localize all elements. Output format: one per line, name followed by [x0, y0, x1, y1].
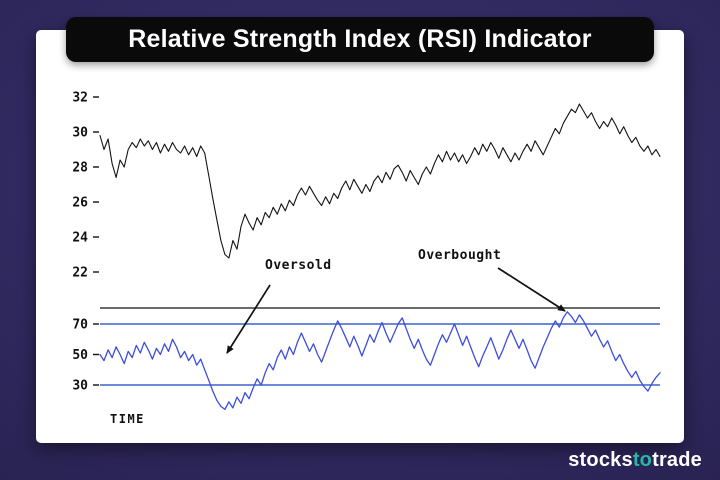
- oversold-annotation: Oversold: [265, 258, 332, 273]
- svg-text:32: 32: [72, 91, 88, 106]
- time-axis-label: TIME: [110, 412, 145, 426]
- svg-text:30: 30: [72, 126, 88, 141]
- brand-to: to: [632, 449, 653, 471]
- svg-text:70: 70: [72, 318, 88, 333]
- stockstotrade-logo: stockstotrade: [568, 449, 702, 472]
- chart-card: 32 30 28 26 24 22 70 50 30 Oversold Overbought T…: [36, 30, 684, 443]
- svg-text:22: 22: [72, 266, 88, 281]
- svg-text:30: 30: [72, 379, 88, 394]
- page-title: Relative Strength Index (RSI) Indicator: [128, 25, 592, 53]
- svg-text:26: 26: [72, 196, 88, 211]
- brand-trade: trade: [652, 449, 702, 471]
- title-banner: Relative Strength Index (RSI) Indicator: [66, 17, 654, 62]
- svg-text:50: 50: [72, 348, 88, 363]
- overbought-annotation: Overbought: [418, 248, 502, 263]
- brand-stocks: stocks: [568, 449, 633, 471]
- svg-text:24: 24: [72, 231, 88, 246]
- svg-text:28: 28: [72, 161, 88, 176]
- rsi-charts-svg: 32 30 28 26 24 22 70 50 30: [72, 91, 661, 411]
